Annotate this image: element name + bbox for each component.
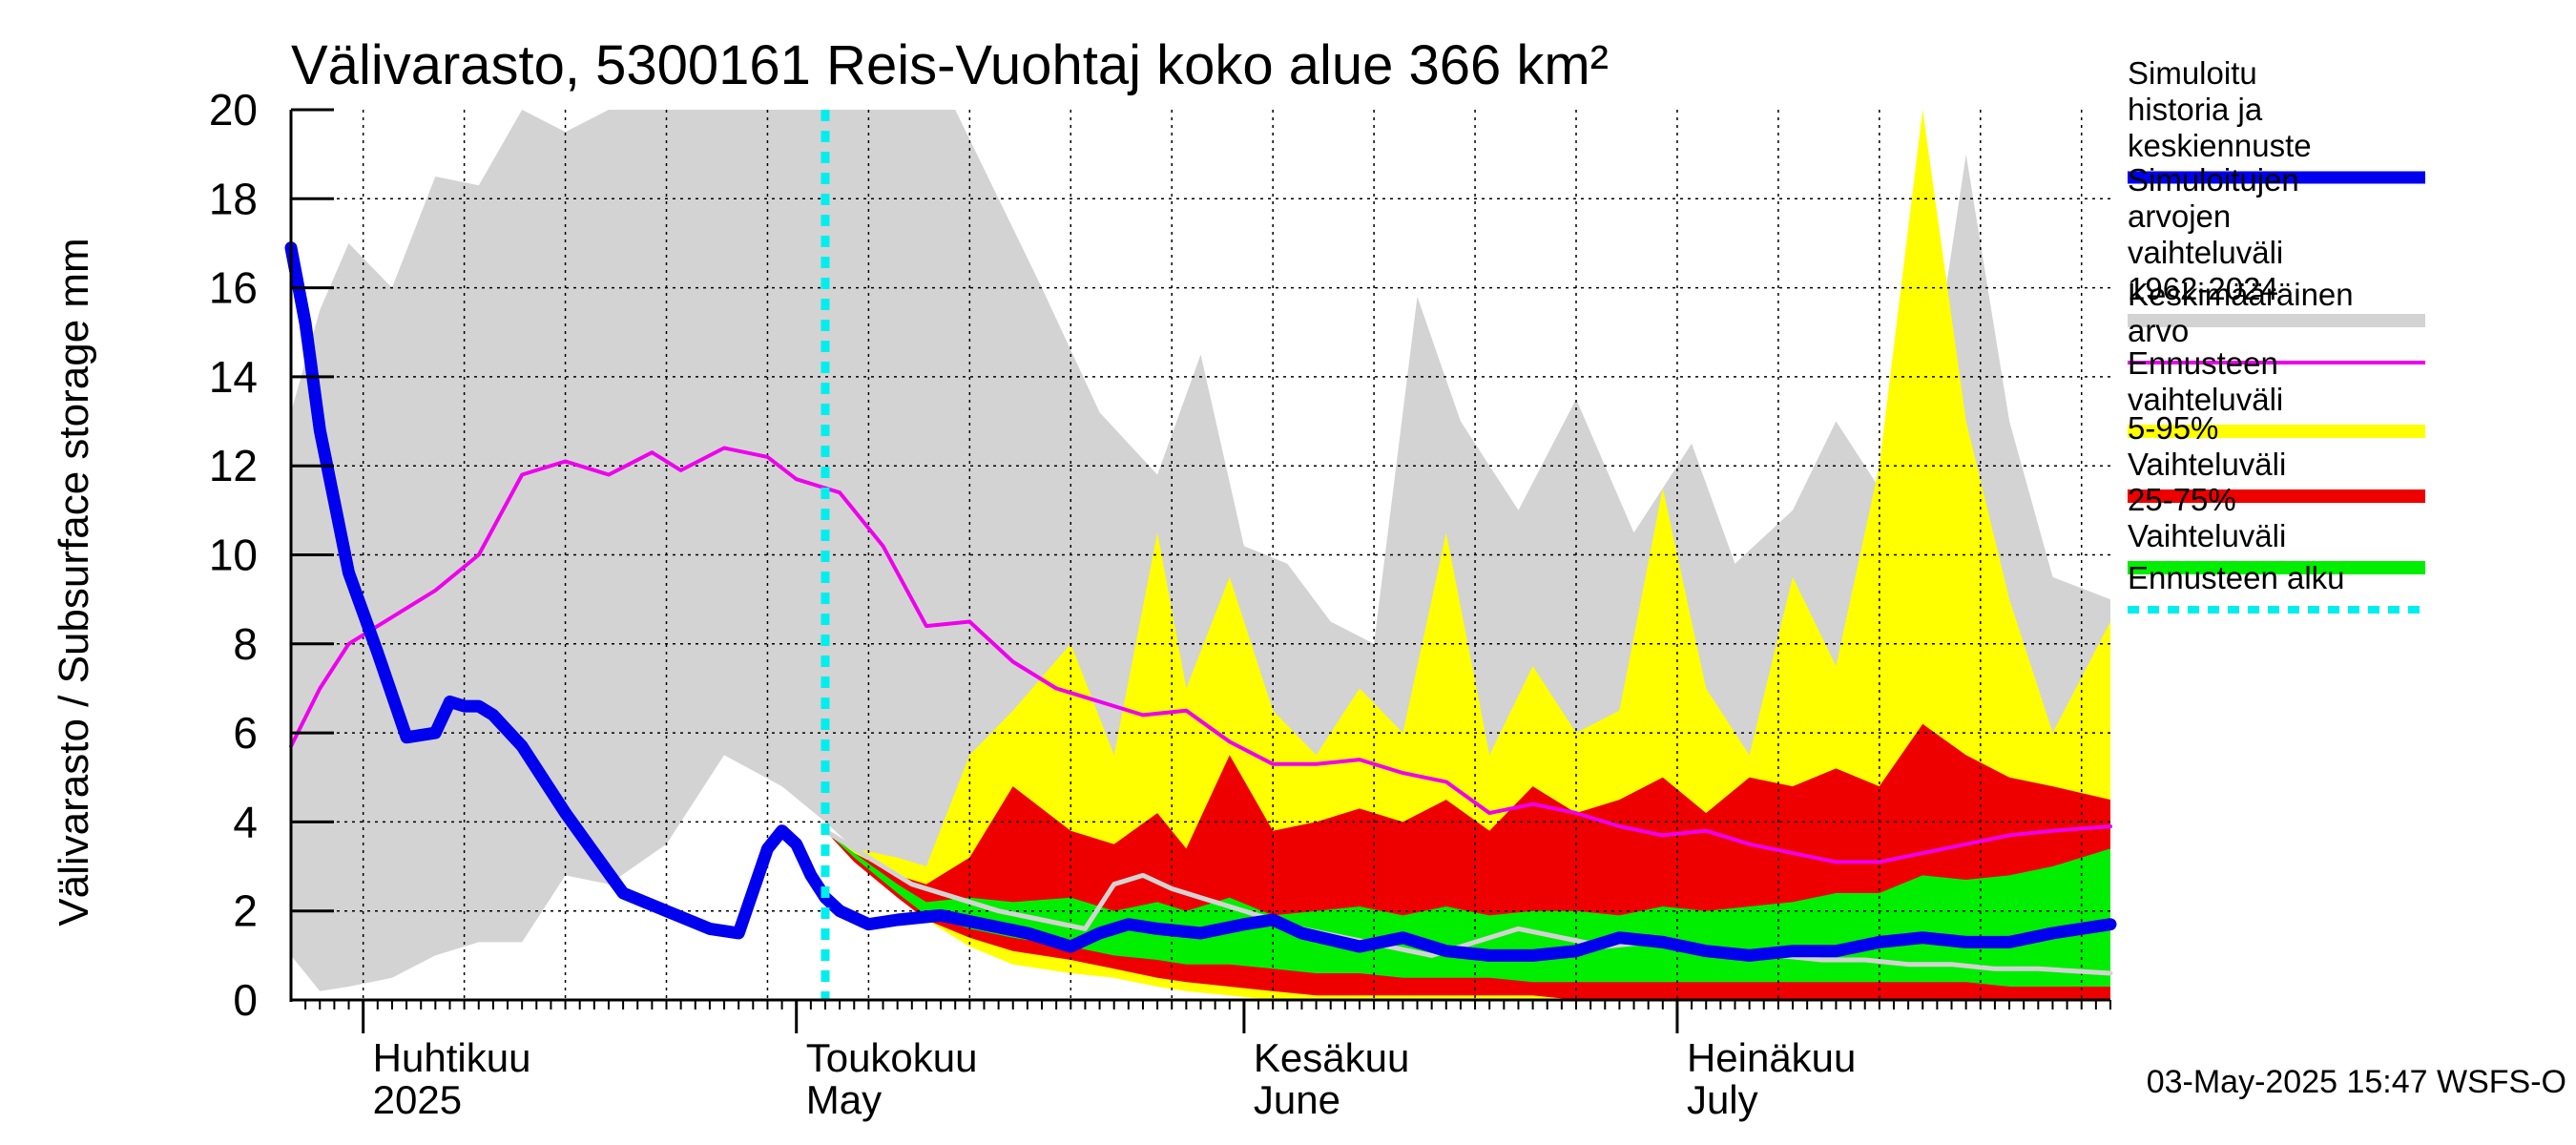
y-tick-label-3: 6 xyxy=(233,708,258,758)
line-1 xyxy=(822,828,2113,976)
line-0 xyxy=(289,446,2112,864)
legend-label-6: Ennusteen alku xyxy=(2128,560,2345,595)
grid xyxy=(291,110,2110,1000)
axes xyxy=(289,108,2111,1033)
month-label-en-0: 2025 xyxy=(373,1077,462,1122)
line-2 xyxy=(284,241,2117,962)
month-label-fi-3: Heinäkuu xyxy=(1687,1035,1856,1080)
month-label-fi-0: Huhtikuu xyxy=(373,1035,531,1080)
legend-label-0: Simuloitu historia ja keskiennuste xyxy=(2128,55,2312,163)
y-tick-labels: 0 2 4 6 8 10 12 14 16 18 20 xyxy=(209,85,258,1025)
chart-title: Välivarasto, 5300161 Reis-Vuohtaj koko a… xyxy=(291,34,1609,96)
legend-label-2: Keskimääräinen arvo xyxy=(2128,277,2354,348)
y-tick-label-2: 4 xyxy=(233,797,258,846)
y-tick-label-7: 14 xyxy=(209,352,258,402)
y-tick-label-1: 2 xyxy=(233,886,258,936)
month-label-en-3: July xyxy=(1687,1077,1758,1122)
band-1 xyxy=(825,110,2110,1000)
month-label-en-2: June xyxy=(1254,1077,1340,1122)
legend-label-1: Simuloitujen arvojen vaihteluväli 1962-2024 xyxy=(2128,162,2299,306)
legend: Simuloitu historia ja keskiennusteSimuloit… xyxy=(2128,55,2425,614)
timestamp: 03-May-2025 15:47 WSFS-O xyxy=(2147,1064,2566,1100)
y-tick-label-10: 20 xyxy=(209,85,258,135)
y-axis-label: Välivarasto / Subsurface storage mm xyxy=(51,238,97,926)
legend-label-3: Ennusteen vaihteluväli xyxy=(2128,345,2283,417)
y-tick-label-8: 16 xyxy=(209,263,258,313)
month-label-fi-1: Toukokuu xyxy=(806,1035,978,1080)
month-label-fi-2: Kesäkuu xyxy=(1254,1035,1409,1080)
legend-label-5: 25-75% Vaihteluväli xyxy=(2128,482,2286,553)
y-tick-label-5: 10 xyxy=(209,531,258,580)
data-lines xyxy=(284,110,2117,1000)
legend-label-4: 5-95% Vaihteluväli xyxy=(2128,410,2286,482)
y-tick-label-6: 12 xyxy=(209,441,258,490)
month-label-en-1: May xyxy=(806,1077,882,1122)
y-tick-label-0: 0 xyxy=(233,975,258,1025)
y-tick-label-9: 18 xyxy=(209,174,258,223)
y-tick-label-4: 8 xyxy=(233,619,258,669)
